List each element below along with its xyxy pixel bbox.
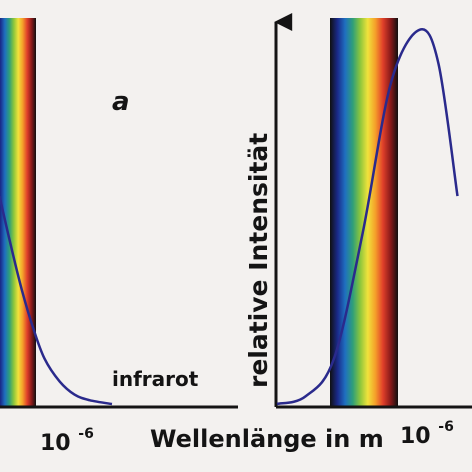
spectrum-band-left: [0, 18, 36, 408]
x-tick-label-right: 10 -6: [400, 419, 454, 449]
x-tick-exponent: -6: [78, 426, 94, 442]
x-tick-exponent: -6: [438, 419, 454, 435]
y-axis-label: relative Intensität: [244, 133, 273, 388]
x-tick-label-left: 10 -6: [40, 426, 94, 456]
x-tick-base: 10: [40, 431, 71, 456]
x-tick-base: 10: [400, 424, 431, 449]
series-line-right: [276, 27, 459, 406]
region-label: infrarot: [112, 367, 199, 391]
spectrum-band-right: [330, 18, 398, 408]
series-line-left: [0, 195, 113, 406]
panel-label: a: [112, 87, 130, 117]
x-axis-label: Wellenlänge in m: [150, 425, 384, 453]
